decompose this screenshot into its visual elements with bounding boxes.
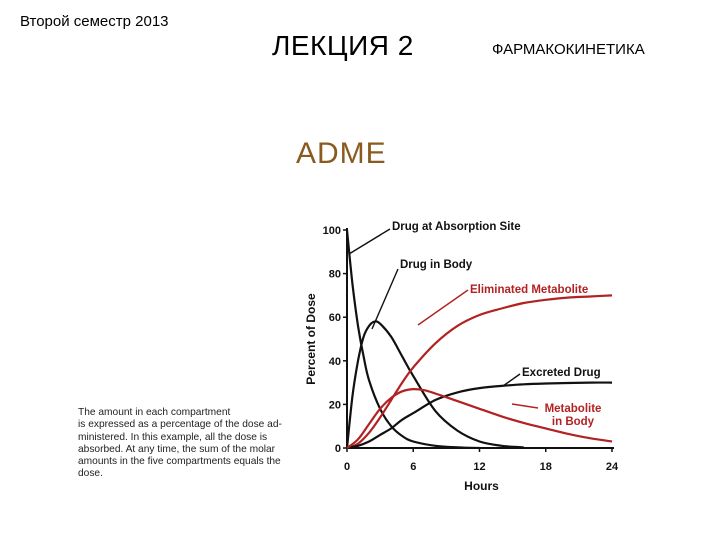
leader-line: [417, 289, 469, 326]
topic-title: ФАРМАКОКИНЕТИКА: [492, 41, 645, 58]
x-tick-label: 24: [606, 461, 619, 473]
caption-line: The amount in each compartment: [78, 407, 231, 418]
y-tick-label: 0: [335, 443, 341, 455]
absorption-site-label: Drug at Absorption Site: [392, 221, 521, 233]
y-tick-label: 100: [323, 225, 341, 237]
caption-line: dose.: [78, 468, 103, 480]
x-tick-label: 0: [344, 461, 350, 473]
lecture-title: ЛЕКЦИЯ 2: [272, 30, 414, 61]
x-tick-label: 6: [410, 461, 416, 473]
eliminated-metabolite-curve: [346, 294, 613, 450]
leader-line: [348, 228, 391, 255]
y-tick-label: 20: [329, 399, 341, 411]
y-tick-label: 60: [329, 312, 341, 324]
drug-in-body-label: Drug in Body: [400, 259, 473, 271]
adme-subtitle: ADME: [296, 137, 387, 170]
x-axis-title: Hours: [464, 479, 499, 493]
y-axis-title: Percent of Dose: [304, 293, 318, 385]
x-tick-label: 18: [540, 461, 552, 473]
excreted-drug-label: Excreted Drug: [522, 367, 601, 379]
x-tick-label: 12: [473, 461, 485, 473]
absorption-site-curve: [345, 229, 480, 450]
caption-line: amounts in the five compartments equals …: [78, 456, 281, 468]
metabolite-in-body-label: Metabolite in Body: [545, 403, 602, 428]
metabolite-in-body-curve: [346, 387, 613, 449]
leader-line: [502, 373, 521, 387]
y-tick-label: 40: [329, 356, 341, 368]
y-tick-label: 80: [329, 269, 341, 281]
semester-label: Второй семестр 2013: [20, 13, 169, 30]
leader-line: [511, 403, 539, 409]
excreted-drug-curve: [346, 381, 613, 450]
eliminated-metabolite-label: Eliminated Metabolite: [470, 284, 588, 296]
leader-line: [371, 268, 399, 330]
caption-line: absorbed. At any time, the sum of the mo…: [78, 443, 276, 455]
caption-line: is expressed as a percentage of the dose…: [78, 419, 282, 431]
drug-in-body-curve: [345, 320, 524, 449]
figure-caption: The amount in each compartment is expres…: [78, 407, 290, 481]
caption-line: ministered. In this example, all the dos…: [78, 431, 268, 443]
